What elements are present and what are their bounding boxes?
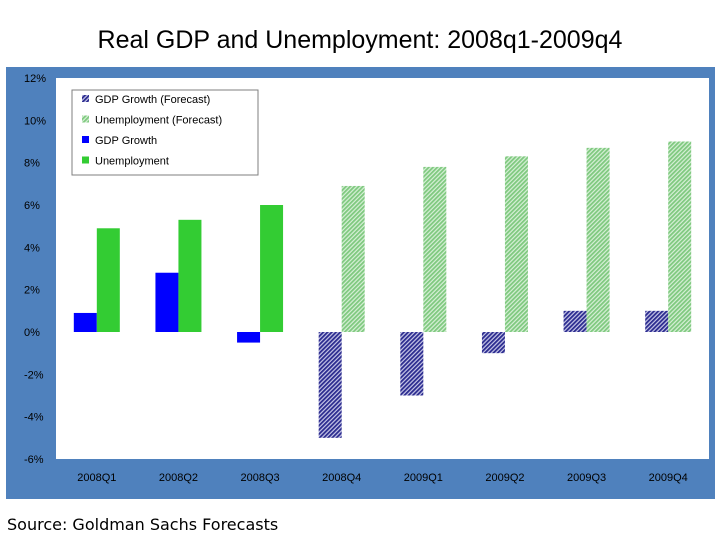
bar-unemployment-forecast — [586, 147, 610, 332]
legend-box — [71, 89, 259, 176]
legend-label: GDP Growth (Forecast) — [95, 94, 210, 106]
bar-unemployment-forecast — [668, 141, 692, 332]
legend-swatch — [82, 115, 89, 123]
y-tick-label: -6% — [24, 454, 44, 466]
chart-svg: 12% 10% 8% 6% 4% 2% 0% -2% -4% -6% 2008Q1 2008Q2 200… — [24, 73, 709, 484]
y-tick-label: -4% — [24, 412, 44, 424]
x-tick-label: 2009Q4 — [649, 472, 688, 484]
bar-gdp-forecast — [645, 310, 669, 332]
y-tick-label: 2% — [24, 285, 40, 297]
legend-label: GDP Growth — [95, 135, 157, 147]
y-tick-label: 10% — [24, 115, 46, 127]
y-tick-label: 0% — [24, 327, 40, 339]
x-tick-label: 2009Q3 — [567, 472, 606, 484]
legend-swatch — [82, 156, 89, 164]
bar-unemployment — [260, 205, 284, 332]
chart-frame: 12% 10% 8% 6% 4% 2% 0% -2% -4% -6% 2008Q1 2008Q2 200… — [6, 67, 715, 499]
y-tick-label: 4% — [24, 242, 40, 254]
y-tick-label: 8% — [24, 158, 40, 170]
x-tick-label: 2008Q2 — [159, 472, 198, 484]
x-tick-label: 2008Q3 — [240, 472, 279, 484]
bar-gdp-forecast — [481, 332, 505, 354]
x-tick-label: 2009Q1 — [404, 472, 443, 484]
source-note: Source: Goldman Sachs Forecasts — [7, 515, 279, 534]
bar-gdp — [237, 332, 261, 343]
bar-unemployment-forecast — [504, 156, 528, 332]
x-tick-label: 2008Q4 — [322, 472, 361, 484]
bar-unemployment-forecast — [341, 185, 365, 332]
bar-gdp-forecast — [400, 332, 424, 396]
bar-gdp — [73, 312, 97, 332]
legend-label: Unemployment — [95, 156, 169, 168]
bar-gdp-forecast — [563, 310, 587, 332]
bar-gdp-forecast — [318, 332, 342, 438]
x-tick-label: 2008Q1 — [77, 472, 116, 484]
slide-title: Real GDP and Unemployment: 2008q1-2009q4 — [97, 26, 623, 54]
bar-unemployment — [178, 219, 202, 332]
y-tick-label: 6% — [24, 200, 40, 212]
y-tick-label: 12% — [24, 73, 46, 85]
legend-swatch — [82, 136, 89, 143]
bar-gdp — [155, 272, 179, 332]
x-tick-label: 2009Q2 — [485, 472, 524, 484]
legend-label: Unemployment (Forecast) — [95, 115, 222, 127]
y-tick-label: -2% — [24, 369, 44, 381]
bar-unemployment — [96, 228, 120, 332]
bar-unemployment-forecast — [423, 166, 447, 332]
legend-swatch — [82, 95, 89, 102]
